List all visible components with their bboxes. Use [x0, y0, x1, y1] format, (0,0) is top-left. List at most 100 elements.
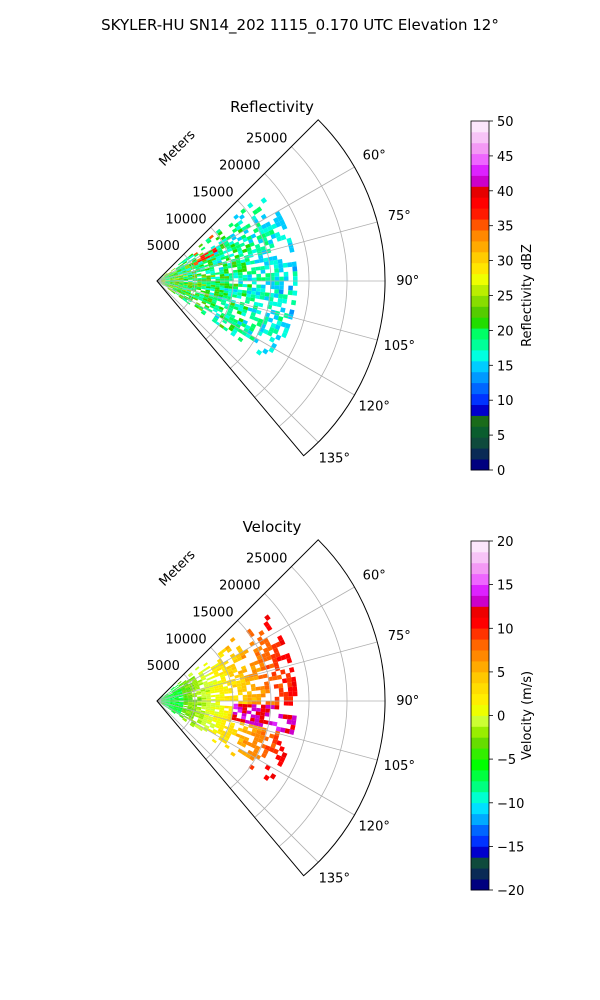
echo-gate	[215, 722, 221, 727]
echo-gate	[215, 255, 221, 260]
echo-gate	[264, 681, 270, 686]
colorbar-segment	[471, 748, 489, 760]
echo-gate	[181, 269, 187, 272]
echo-gate	[173, 287, 178, 290]
echo-gate	[169, 283, 175, 286]
echo-gate	[196, 257, 202, 262]
echo-gate	[177, 288, 182, 291]
echo-gate	[207, 249, 213, 254]
colorbar-segment	[471, 639, 489, 651]
echo-gate	[188, 282, 193, 284]
colorbar-segment	[471, 437, 489, 449]
echo-gate	[219, 653, 225, 659]
echo-gate	[247, 250, 253, 255]
echo-gate	[242, 274, 248, 278]
echo-gate	[224, 288, 229, 291]
echo-gate	[223, 266, 229, 270]
echo-gate	[217, 260, 222, 264]
echo-gate	[284, 728, 291, 734]
echo-gate	[264, 745, 271, 751]
echo-gate	[283, 701, 289, 706]
echo-gate	[185, 711, 191, 715]
echo-gate	[210, 272, 216, 276]
echo-gate	[237, 328, 244, 334]
echo-gate	[179, 701, 184, 703]
echo-gate	[201, 282, 207, 285]
echo-gate	[169, 285, 174, 287]
echo-gate	[256, 273, 262, 278]
echo-gate	[260, 291, 266, 297]
echo-gate	[205, 287, 211, 291]
echo-gate	[181, 291, 186, 294]
echo-gate	[232, 294, 238, 298]
echo-gate	[199, 713, 205, 717]
echo-gate	[241, 330, 248, 337]
azimuth-tick-label: 75°	[388, 209, 411, 224]
range-tick-label: 10000	[165, 632, 206, 647]
echo-gate	[213, 713, 219, 717]
echo-gate	[193, 681, 198, 685]
echo-gate	[230, 331, 236, 337]
echo-gate	[215, 278, 221, 281]
echo-gate	[160, 276, 164, 279]
echo-gate	[201, 668, 207, 673]
echo-gate	[222, 295, 228, 299]
echo-gate	[246, 293, 252, 298]
echo-gate	[219, 707, 225, 711]
echo-gate	[250, 323, 257, 329]
echo-gate	[191, 677, 196, 681]
echo-gate	[253, 748, 259, 755]
echo-gate	[198, 725, 204, 730]
echo-gate	[200, 290, 206, 293]
colorbar-segment	[471, 551, 489, 564]
echo-gate	[183, 274, 188, 277]
echo-gate	[199, 264, 204, 268]
echo-gate	[219, 689, 224, 693]
echo-gate	[260, 284, 266, 289]
echo-gate	[205, 689, 211, 693]
echo-gate	[252, 209, 259, 216]
echo-gate	[178, 282, 184, 284]
echo-gate	[215, 696, 220, 699]
echo-gate	[227, 729, 233, 735]
echo-gate	[197, 701, 202, 703]
echo-gate	[177, 691, 182, 694]
echo-gate	[187, 704, 193, 706]
echo-gate	[201, 284, 207, 287]
echo-gate	[189, 723, 195, 728]
echo-gate	[197, 719, 203, 723]
echo-gate	[256, 693, 262, 698]
colorbar-tick-label: 20	[497, 324, 514, 339]
echo-gate	[169, 702, 175, 704]
echo-gate	[221, 678, 227, 683]
echo-gate	[209, 268, 215, 272]
echo-gate	[196, 691, 202, 694]
echo-gate	[215, 287, 220, 290]
echo-gate	[224, 314, 231, 320]
echo-gate	[194, 304, 199, 309]
echo-gate	[258, 258, 264, 263]
echo-gate	[224, 691, 229, 694]
echo-gate	[164, 695, 169, 698]
echo-gate	[241, 265, 247, 269]
echo-gate	[261, 752, 267, 759]
echo-gate	[212, 259, 217, 263]
echo-gate	[278, 683, 284, 689]
echo-gate	[278, 687, 284, 693]
azimuth-tick-label: 105°	[384, 339, 415, 354]
echo-gate	[164, 283, 170, 286]
echo-gate	[260, 693, 266, 698]
echo-gate	[277, 635, 284, 642]
echo-gate	[256, 321, 262, 328]
echo-gate	[172, 708, 177, 712]
colorbar-segment	[471, 448, 489, 460]
echo-gate	[182, 693, 188, 696]
echo-gate	[159, 275, 164, 279]
colorbar-segment	[471, 459, 489, 471]
echo-gate	[249, 676, 255, 682]
echo-gate	[277, 259, 283, 264]
echo-gate	[232, 728, 238, 734]
colorbar-tick-label: 30	[497, 255, 514, 270]
echo-gate	[204, 687, 210, 691]
echo-gate	[192, 259, 198, 264]
